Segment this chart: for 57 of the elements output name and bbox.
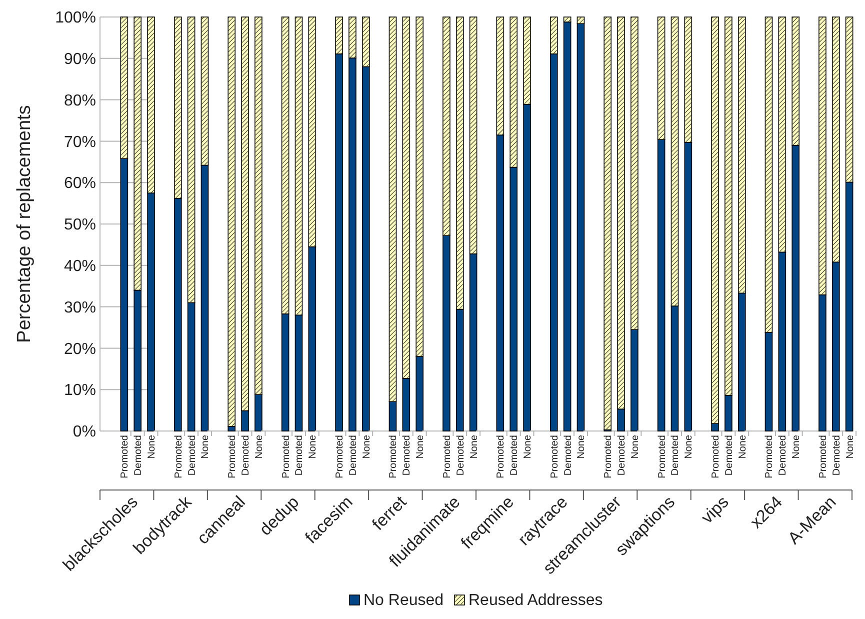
x-tick-label: Promoted xyxy=(388,435,400,478)
x-tick-label: Demoted xyxy=(402,435,413,476)
x-tick-label: Promoted xyxy=(496,435,507,478)
y-axis-title: Percentage of replacements xyxy=(14,105,35,343)
x-tick-label: Promoted xyxy=(603,435,614,478)
x-tick-label: Demoted xyxy=(509,435,520,476)
x-tick-label: Demoted xyxy=(778,435,789,476)
x-tick-label: Demoted xyxy=(831,435,842,476)
x-tick-label: None xyxy=(522,434,534,459)
x-tick-label: None xyxy=(844,434,856,459)
x-tick-label: None xyxy=(630,434,641,459)
x-tick-label: Promoted xyxy=(549,435,560,478)
x-tick-label: Demoted xyxy=(616,435,628,476)
x-tick-label: Demoted xyxy=(186,435,198,476)
y-tick-label: 90% xyxy=(64,51,96,68)
y-tick-label: 40% xyxy=(64,258,96,275)
x-tick-label: Promoted xyxy=(656,435,668,478)
x-tick-label: Demoted xyxy=(240,435,252,476)
y-tick-label: 0% xyxy=(72,424,96,441)
legend-label: No Reused xyxy=(364,592,444,609)
x-tick-label: None xyxy=(308,434,319,459)
x-tick-label: Promoted xyxy=(334,435,346,478)
x-tick-label: None xyxy=(254,434,265,459)
y-tick-label: 60% xyxy=(64,175,96,192)
x-tick-label: Demoted xyxy=(670,435,682,476)
y-tick-label: 30% xyxy=(64,299,96,316)
x-tick-label: None xyxy=(791,434,802,459)
x-tick-label: None xyxy=(415,434,426,459)
x-tick-label: Demoted xyxy=(724,435,735,476)
x-tick-label: None xyxy=(576,434,588,459)
y-tick-label: 80% xyxy=(64,92,96,110)
x-tick-label: None xyxy=(200,434,212,459)
legend-label: Reused Addresses xyxy=(468,592,603,609)
x-tick-label: Promoted xyxy=(442,435,453,478)
x-tick-label: Promoted xyxy=(173,435,184,478)
x-tick-label: Promoted xyxy=(227,435,238,478)
x-tick-label: Demoted xyxy=(562,435,574,476)
x-tick-label: None xyxy=(146,434,158,459)
x-tick-label: Demoted xyxy=(294,435,306,476)
x-tick-label: Promoted xyxy=(818,435,829,478)
x-tick-label: Promoted xyxy=(710,435,722,478)
x-tick-label: None xyxy=(468,434,480,459)
y-tick-label: 10% xyxy=(64,382,96,400)
x-tick-label: Demoted xyxy=(133,435,144,476)
x-tick-label: Promoted xyxy=(764,435,776,478)
y-tick-label: 100% xyxy=(55,10,96,27)
x-tick-label: Promoted xyxy=(280,435,292,478)
y-tick-label: 20% xyxy=(64,340,96,358)
y-tick-label: 50% xyxy=(64,216,96,234)
x-tick-label: Promoted xyxy=(120,435,131,478)
y-tick-label: 70% xyxy=(64,134,96,151)
x-tick-label: None xyxy=(737,434,748,459)
x-tick-label: Demoted xyxy=(348,435,359,476)
x-tick-label: None xyxy=(361,434,372,459)
x-axis-title: vips xyxy=(698,492,732,528)
x-tick-label: Demoted xyxy=(455,435,466,476)
x-tick-label: None xyxy=(684,434,695,459)
